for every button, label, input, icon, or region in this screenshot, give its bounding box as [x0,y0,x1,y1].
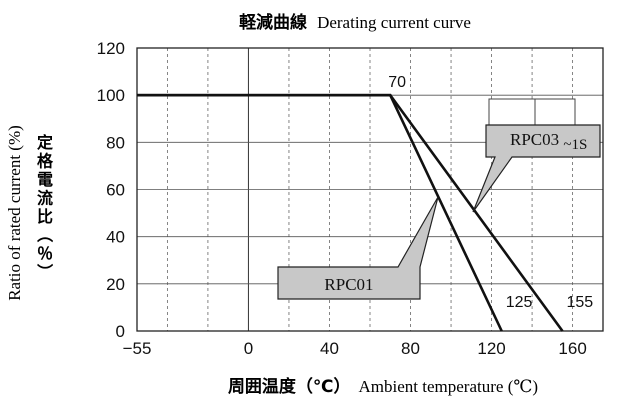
x-tick-label: 160 [558,339,586,358]
x-tick-label: −55 [123,339,152,358]
annotation-70: 70 [388,74,406,91]
callout-rpc03-label-sub: ~1S [563,137,587,153]
y-axis-label-jp-char: （ [35,226,54,242]
series-lines [137,93,564,332]
y-tick-label: 40 [106,228,125,247]
y-tick-label: 60 [106,181,125,200]
y-tick-label: 80 [106,133,125,152]
y-axis-label-jp-char: 電 [37,170,53,189]
y-axis-label-jp-char: 格 [37,152,54,171]
y-axis-label-jp-char: 流 [37,189,53,208]
callout-rpc03-outline-b [534,98,576,126]
callout-rpc01: RPC01 [277,196,439,300]
callout-rpc03-shape [472,124,601,213]
y-tick-label: 100 [97,86,125,105]
y-axis-label-jp-char: ） [35,263,54,279]
callout-rpc01-label: RPC01 [324,275,373,294]
x-axis-label: 周囲温度（℃） Ambient temperature (℃) [228,376,538,397]
y-tick-label: 120 [97,39,125,58]
x-axis-label-jp: 周囲温度（℃） [228,376,351,397]
x-tick-label: 0 [244,339,253,358]
x-tick-label: 80 [401,339,420,358]
y-axis-label-en: Ratio of rated current (%) [5,125,24,301]
callout-rpc03-label: RPC03 ~1S [510,130,587,153]
plot-frame [136,47,604,332]
callout-rpc03-label-main: RPC03 [510,130,559,149]
y-axis-label-jp-char: 比 [37,207,53,226]
callout-rpc03-outline-a [488,98,536,126]
y-tick-label: 20 [106,275,125,294]
y-tick-labels: 0 20 40 60 80 100 120 [97,39,125,341]
y-axis-label-jp-char: 定 [36,133,53,152]
x-axis-label-en: Ambient temperature (℃) [359,377,539,396]
chart-title: 軽減曲線 Derating current curve [239,12,471,33]
annotation-155: 155 [566,294,593,311]
chart-title-en: Derating current curve [317,13,471,32]
callout-rpc03: RPC03 ~1S [472,98,601,213]
y-axis-label-jp-char: ％ [37,244,53,263]
annotation-125: 125 [506,294,533,311]
chart-title-jp: 軽減曲線 [239,12,307,33]
series-line-rpc03-1s [137,93,564,332]
x-tick-label: 40 [320,339,339,358]
x-tick-labels: −55 0 40 80 120 160 [123,339,587,358]
y-tick-label: 0 [116,322,125,341]
plot-border [136,47,604,332]
callout-rpc01-shape [277,196,439,300]
x-tick-label: 120 [477,339,505,358]
annotations: 70 125 155 [388,74,593,311]
